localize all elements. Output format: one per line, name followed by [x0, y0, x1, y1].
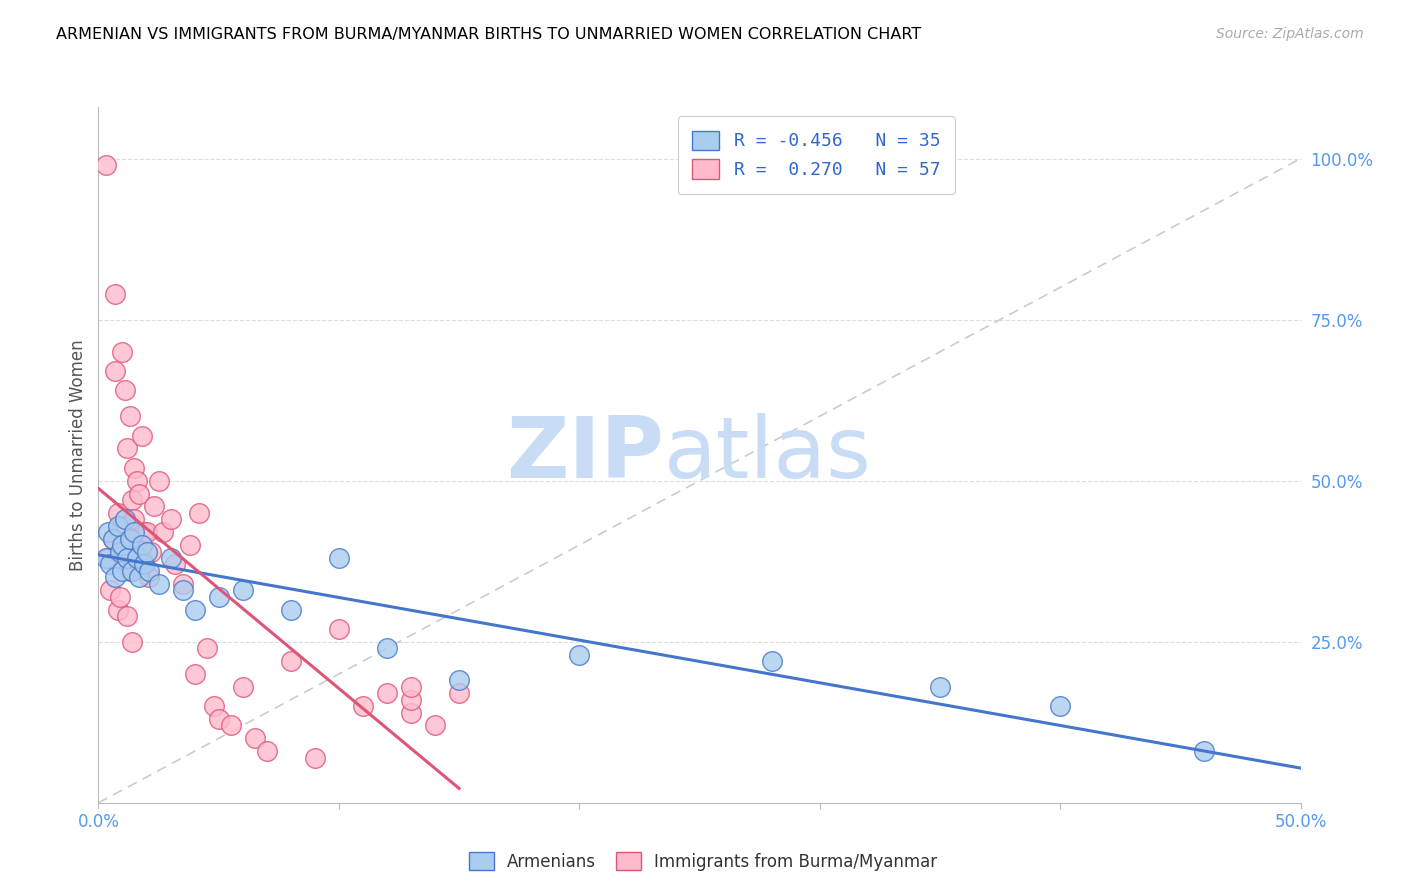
Point — [121, 634, 143, 648]
Point — [128, 570, 150, 584]
Point — [101, 532, 124, 546]
Point — [101, 532, 124, 546]
Point — [107, 602, 129, 616]
Point — [304, 750, 326, 764]
Point — [232, 583, 254, 598]
Point — [138, 564, 160, 578]
Point — [328, 551, 350, 566]
Point — [399, 680, 422, 694]
Text: Source: ZipAtlas.com: Source: ZipAtlas.com — [1216, 27, 1364, 41]
Point — [280, 654, 302, 668]
Point — [568, 648, 591, 662]
Point — [100, 583, 122, 598]
Point — [761, 654, 783, 668]
Point — [117, 551, 139, 566]
Point — [447, 686, 470, 700]
Point — [114, 512, 136, 526]
Point — [107, 506, 129, 520]
Point — [159, 512, 181, 526]
Point — [447, 673, 470, 688]
Point — [125, 532, 148, 546]
Point — [121, 493, 143, 508]
Point — [117, 442, 139, 456]
Point — [132, 525, 155, 540]
Point — [125, 474, 148, 488]
Point — [118, 409, 141, 424]
Y-axis label: Births to Unmarried Women: Births to Unmarried Women — [69, 339, 87, 571]
Point — [128, 486, 150, 500]
Point — [352, 699, 374, 714]
Point — [121, 564, 143, 578]
Point — [135, 525, 157, 540]
Text: ZIP: ZIP — [506, 413, 664, 497]
Point — [94, 551, 117, 566]
Legend: Armenians, Immigrants from Burma/Myanmar: Armenians, Immigrants from Burma/Myanmar — [460, 844, 946, 880]
Point — [124, 525, 146, 540]
Point — [243, 731, 266, 746]
Point — [125, 551, 148, 566]
Point — [232, 680, 254, 694]
Point — [131, 538, 153, 552]
Point — [111, 344, 134, 359]
Point — [399, 706, 422, 720]
Point — [328, 622, 350, 636]
Point — [118, 532, 141, 546]
Point — [188, 506, 211, 520]
Point — [132, 558, 155, 572]
Point — [183, 602, 205, 616]
Point — [928, 680, 950, 694]
Point — [111, 538, 134, 552]
Point — [131, 551, 153, 566]
Point — [128, 538, 150, 552]
Point — [124, 512, 146, 526]
Point — [104, 364, 127, 378]
Point — [148, 576, 170, 591]
Point — [118, 564, 141, 578]
Point — [124, 460, 146, 475]
Legend: R = -0.456   N = 35, R =  0.270   N = 57: R = -0.456 N = 35, R = 0.270 N = 57 — [678, 116, 955, 194]
Point — [97, 551, 120, 566]
Point — [114, 384, 136, 398]
Text: atlas: atlas — [664, 413, 872, 497]
Point — [179, 538, 201, 552]
Point — [1194, 744, 1216, 758]
Point — [208, 590, 231, 604]
Point — [172, 583, 194, 598]
Point — [141, 544, 163, 558]
Point — [375, 641, 398, 656]
Point — [104, 286, 127, 301]
Point — [94, 158, 117, 172]
Point — [423, 718, 446, 732]
Point — [1049, 699, 1071, 714]
Point — [100, 558, 122, 572]
Point — [219, 718, 242, 732]
Point — [399, 692, 422, 706]
Text: ARMENIAN VS IMMIGRANTS FROM BURMA/MYANMAR BIRTHS TO UNMARRIED WOMEN CORRELATION : ARMENIAN VS IMMIGRANTS FROM BURMA/MYANMA… — [56, 27, 921, 42]
Point — [111, 564, 134, 578]
Point — [138, 570, 160, 584]
Point — [195, 641, 218, 656]
Point — [117, 609, 139, 624]
Point — [104, 570, 127, 584]
Point — [148, 474, 170, 488]
Point — [280, 602, 302, 616]
Point — [114, 558, 136, 572]
Point — [108, 590, 131, 604]
Point — [172, 576, 194, 591]
Point — [111, 518, 134, 533]
Point — [202, 699, 225, 714]
Point — [159, 551, 181, 566]
Point — [165, 558, 187, 572]
Point — [183, 667, 205, 681]
Point — [152, 525, 174, 540]
Point — [208, 712, 231, 726]
Point — [135, 544, 157, 558]
Point — [142, 500, 165, 514]
Point — [131, 428, 153, 442]
Point — [107, 518, 129, 533]
Point — [256, 744, 278, 758]
Point — [97, 525, 120, 540]
Point — [375, 686, 398, 700]
Point — [108, 544, 131, 558]
